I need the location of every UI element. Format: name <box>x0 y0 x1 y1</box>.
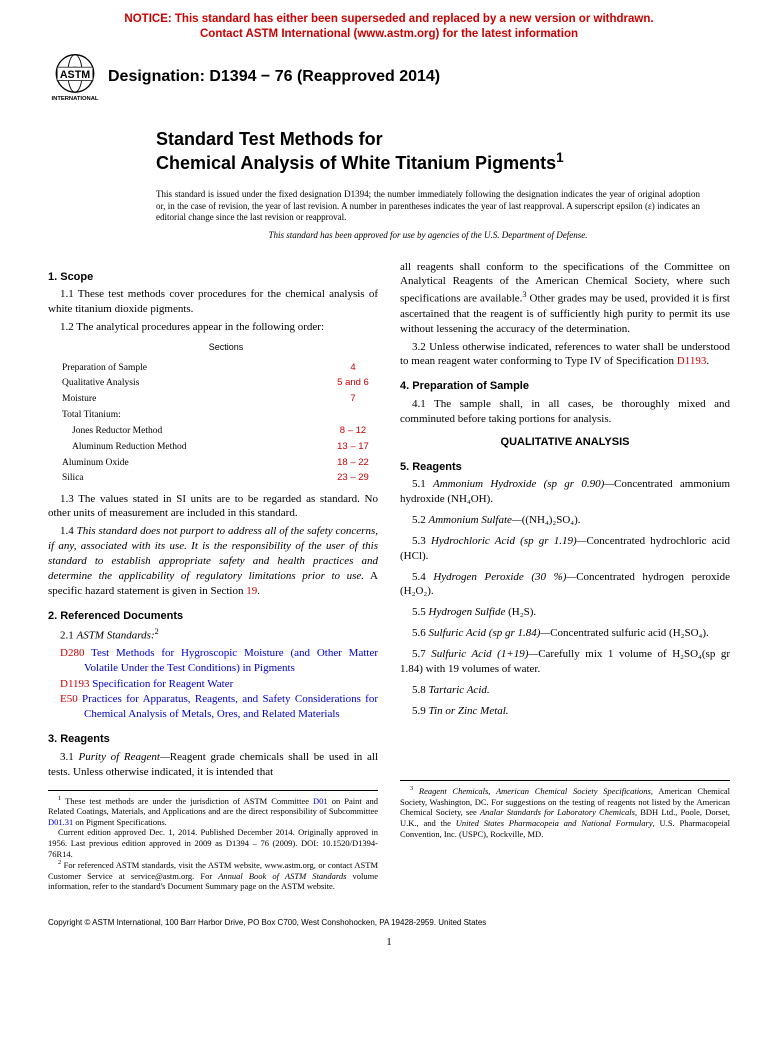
toc-section-link[interactable]: 4 <box>318 361 388 375</box>
notice-line1: NOTICE: This standard has either been su… <box>124 13 653 25</box>
toc-row: Qualitative Analysis5 and 6 <box>62 377 388 391</box>
svg-text:INTERNATIONAL: INTERNATIONAL <box>52 96 99 102</box>
reagent-item: 5.5 Hydrogen Sulfide (H₂S). <box>400 605 730 620</box>
toc-section-link[interactable]: 7 <box>318 393 388 407</box>
d1193-link[interactable]: D1193 <box>677 355 707 367</box>
title-line1: Standard Test Methods for <box>156 129 383 149</box>
section-19-link[interactable]: 19 <box>246 585 257 597</box>
reagent-item: 5.1 Ammonium Hydroxide (sp gr 0.90)—Conc… <box>400 477 730 507</box>
toc-body: Preparation of Sample4 Qualitative Analys… <box>60 359 390 488</box>
toc-row: Aluminum Reduction Method13 – 17 <box>62 440 388 454</box>
page-number: 1 <box>48 935 730 950</box>
reagent-item: 5.2 Ammonium Sulfate—((NH₄)₂SO₄). <box>400 513 730 528</box>
right-column: all reagents shall conform to the specif… <box>400 260 730 892</box>
refs-list: D280 Test Methods for Hygroscopic Moistu… <box>48 646 378 722</box>
approved-text: This standard has been approved for use … <box>156 230 700 242</box>
title-block: Standard Test Methods for Chemical Analy… <box>156 128 730 175</box>
reagent-item: 5.9 Tin or Zinc Metal. <box>400 704 730 719</box>
toc-table: Sections <box>60 338 390 355</box>
toc-section-link[interactable]: 18 – 22 <box>318 456 388 470</box>
footnote-1: 1 These test methods are under the juris… <box>48 795 378 828</box>
two-column-body: 1. Scope 1.1 These test methods cover pr… <box>48 260 730 892</box>
right-footnotes: 3 Reagent Chemicals, American Chemical S… <box>400 780 730 839</box>
copyright: Copyright © ASTM International, 100 Barr… <box>48 918 730 929</box>
reagent-item: 5.8 Tartaric Acid. <box>400 683 730 698</box>
svg-text:ASTM: ASTM <box>60 69 90 81</box>
s2-1: 2.1 ASTM Standards:2 <box>48 626 378 644</box>
left-column: 1. Scope 1.1 These test methods cover pr… <box>48 260 378 892</box>
reagent-item: 5.6 Sulfuric Acid (sp gr 1.84)—Concentra… <box>400 626 730 641</box>
toc-header: Sections <box>64 340 388 353</box>
s1-4: 1.4 This standard does not purport to ad… <box>48 524 378 598</box>
toc-row: Total Titanium: <box>62 409 388 423</box>
s3-heading: 3. Reagents <box>48 732 378 747</box>
toc-row: Preparation of Sample4 <box>62 361 388 375</box>
footnote-2: 2 For referenced ASTM standards, visit t… <box>48 859 378 892</box>
title-line2: Chemical Analysis of White Titanium Pigm… <box>156 153 556 173</box>
left-footnotes: 1 These test methods are under the juris… <box>48 790 378 892</box>
toc-row: Moisture7 <box>62 393 388 407</box>
qual-heading: QUALITATIVE ANALYSIS <box>400 435 730 450</box>
reagents-list: 5.1 Ammonium Hydroxide (sp gr 0.90)—Conc… <box>400 477 730 718</box>
disclaimer-text: This standard is issued under the fixed … <box>156 189 700 224</box>
d0131-link[interactable]: D01.31 <box>48 817 73 827</box>
footnote-3: 3 Reagent Chemicals, American Chemical S… <box>400 785 730 839</box>
toc-row: Aluminum Oxide18 – 22 <box>62 456 388 470</box>
toc-section-link <box>318 409 388 423</box>
s1-1: 1.1 These test methods cover procedures … <box>48 287 378 317</box>
s2-heading: 2. Referenced Documents <box>48 609 378 624</box>
s3-1: 3.1 Purity of Reagent—Reagent grade chem… <box>48 750 378 780</box>
s4-1: 4.1 The sample shall, in all cases, be t… <box>400 397 730 427</box>
d01-link[interactable]: D01 <box>313 795 328 805</box>
designation: Designation: D1394 − 76 (Reapproved 2014… <box>108 66 440 88</box>
ref-entry[interactable]: E50 Practices for Apparatus, Reagents, a… <box>60 692 378 722</box>
astm-logo: ASTM INTERNATIONAL <box>48 52 102 102</box>
reagent-item: 5.7 Sulfuric Acid (1+19)—Carefully mix 1… <box>400 647 730 677</box>
reagent-item: 5.4 Hydrogen Peroxide (30 %)—Concentrate… <box>400 570 730 600</box>
s1-heading: 1. Scope <box>48 270 378 285</box>
s1-3: 1.3 The values stated in SI units are to… <box>48 492 378 522</box>
s5-heading: 5. Reagents <box>400 460 730 475</box>
reagent-item: 5.3 Hydrochloric Acid (sp gr 1.19)—Conce… <box>400 534 730 564</box>
ref-entry[interactable]: D280 Test Methods for Hygroscopic Moistu… <box>60 646 378 676</box>
ref-entry[interactable]: D1193 Specification for Reagent Water <box>60 677 378 692</box>
toc-section-link[interactable]: 8 – 12 <box>318 424 388 438</box>
toc-section-link[interactable]: 23 – 29 <box>318 472 388 486</box>
notice-banner: NOTICE: This standard has either been su… <box>48 12 730 42</box>
header-row: ASTM INTERNATIONAL Designation: D1394 − … <box>48 52 730 102</box>
toc-section-link[interactable]: 13 – 17 <box>318 440 388 454</box>
footnote-1b: Current edition approved Dec. 1, 2014. P… <box>48 827 378 859</box>
toc-section-link[interactable]: 5 and 6 <box>318 377 388 391</box>
notice-line2: Contact ASTM International (www.astm.org… <box>200 28 578 40</box>
s4-heading: 4. Preparation of Sample <box>400 379 730 394</box>
s1-2: 1.2 The analytical procedures appear in … <box>48 320 378 335</box>
page: NOTICE: This standard has either been su… <box>0 0 778 980</box>
s3-2: 3.2 Unless otherwise indicated, referenc… <box>400 340 730 370</box>
toc-row: Jones Reductor Method8 – 12 <box>62 424 388 438</box>
toc-row: Silica23 – 29 <box>62 472 388 486</box>
s3-continued: all reagents shall conform to the specif… <box>400 260 730 337</box>
